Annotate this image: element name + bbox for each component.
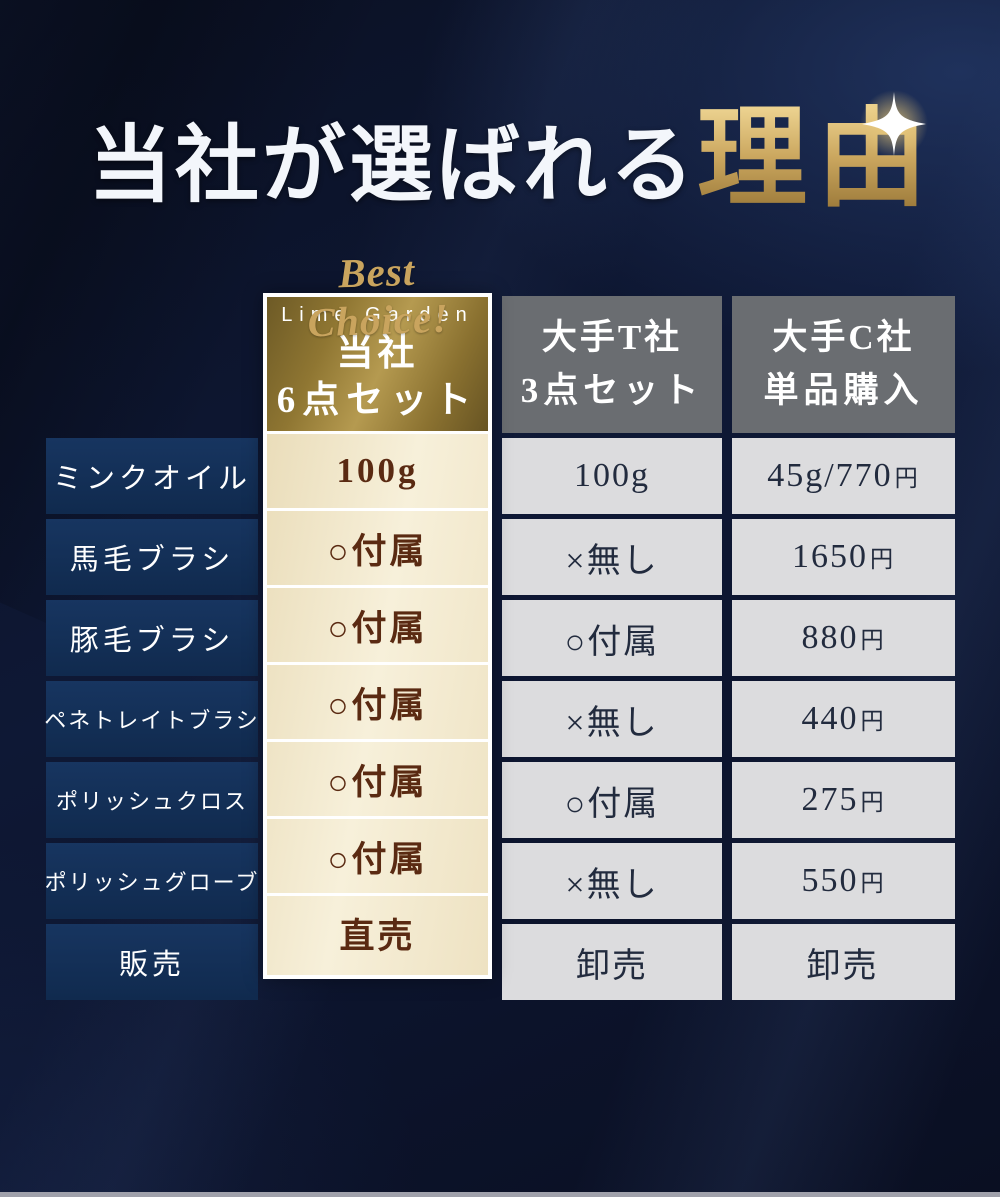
column-c-title-line1: 大手C社 — [772, 318, 915, 357]
c-cell-boar-brush: 880 円 — [732, 600, 955, 676]
column-ours-title-line2: 6点セット — [276, 379, 479, 421]
c-cell-polish-glove: 550 円 — [732, 843, 955, 919]
page-title-white: 当社が選ばれる — [88, 120, 698, 213]
row-label-sales-type: 販売 — [46, 924, 258, 1000]
c-cell-sales-type: 卸売 — [732, 924, 955, 1000]
t-cell-sales-type: 卸売 — [502, 924, 722, 1000]
c-cell-value: 卸売 — [806, 947, 879, 985]
ours-cell-polish-cloth: ○付属 — [267, 739, 488, 816]
c-cell-horsehair-brush: 1650 円 — [732, 519, 955, 595]
row-label-horsehair-brush: 馬毛ブラシ — [46, 519, 258, 595]
c-cell-unit: 円 — [860, 628, 886, 654]
c-cell-unit: 円 — [869, 547, 896, 573]
t-cell-polish-glove: ×無し — [502, 843, 722, 919]
c-cell-value: 880 — [801, 619, 859, 656]
column-t-title-line2: 3点セット — [520, 370, 704, 410]
c-cell-unit: 円 — [860, 709, 886, 735]
t-cell-penetrate-brush: ×無し — [502, 681, 722, 757]
c-cell-mink-oil: 45g/770 円 — [732, 438, 955, 514]
c-cell-value: 440 — [801, 700, 859, 737]
c-cell-unit: 円 — [860, 790, 886, 816]
page-title: 当社が選ばれる 理由 — [88, 98, 927, 219]
row-label-mink-oil: ミンクオイル — [46, 438, 258, 514]
t-cell-mink-oil: 100g — [502, 438, 722, 514]
ours-cell-penetrate-brush: ○付属 — [267, 662, 488, 739]
t-cell-boar-brush: ○付属 — [502, 600, 722, 676]
column-t-title-line1: 大手T社 — [541, 318, 683, 357]
ours-cell-boar-brush: ○付属 — [267, 585, 488, 662]
ours-cell-sales-type: 直売 — [267, 893, 488, 970]
column-c-title-line2: 単品購入 — [763, 370, 924, 410]
ours-cell-polish-glove: ○付属 — [267, 816, 488, 893]
ours-cell-horsehair-brush: ○付属 — [267, 508, 488, 585]
row-label-penetrate-brush: ペネトレイトブラシ — [44, 681, 258, 757]
ours-cell-mink-oil: 100g — [267, 431, 488, 508]
c-cell-polish-cloth: 275 円 — [732, 762, 955, 838]
t-cell-polish-cloth: ○付属 — [502, 762, 722, 838]
column-c: 45g/770 円 1650 円 880 円 440 円 275 円 550 円 卸売 — [732, 438, 955, 1005]
best-choice-ribbon: Best Choice! — [306, 247, 450, 346]
t-cell-horsehair-brush: ×無し — [502, 519, 722, 595]
column-t-header: 大手T社 3点セット — [502, 296, 722, 433]
c-cell-value: 1650 — [791, 538, 868, 575]
sparkle-icon — [860, 90, 928, 158]
column-ours: Lime Garden 当社 6点セット 100g ○付属 ○付属 ○付属 ○付… — [263, 293, 492, 979]
c-cell-unit: 円 — [860, 871, 886, 897]
column-t: 100g ×無し ○付属 ×無し ○付属 ×無し 卸売 — [502, 438, 722, 1005]
c-cell-value: 550 — [801, 862, 859, 899]
column-c-header: 大手C社 単品購入 — [732, 296, 955, 433]
row-label-polish-glove: ポリッシュグローブ — [45, 843, 258, 919]
row-label-column: ミンクオイル 馬毛ブラシ 豚毛ブラシ ペネトレイトブラシ ポリッシュクロス ポリ… — [44, 438, 258, 1005]
row-label-polish-cloth: ポリッシュクロス — [46, 762, 258, 838]
row-label-boar-brush: 豚毛ブラシ — [46, 600, 258, 676]
c-cell-value: 45g/770 — [767, 457, 893, 494]
c-cell-unit: 円 — [894, 466, 920, 492]
c-cell-value: 275 — [801, 781, 859, 818]
bottom-edge-strip — [0, 1192, 1000, 1197]
c-cell-penetrate-brush: 440 円 — [732, 681, 955, 757]
